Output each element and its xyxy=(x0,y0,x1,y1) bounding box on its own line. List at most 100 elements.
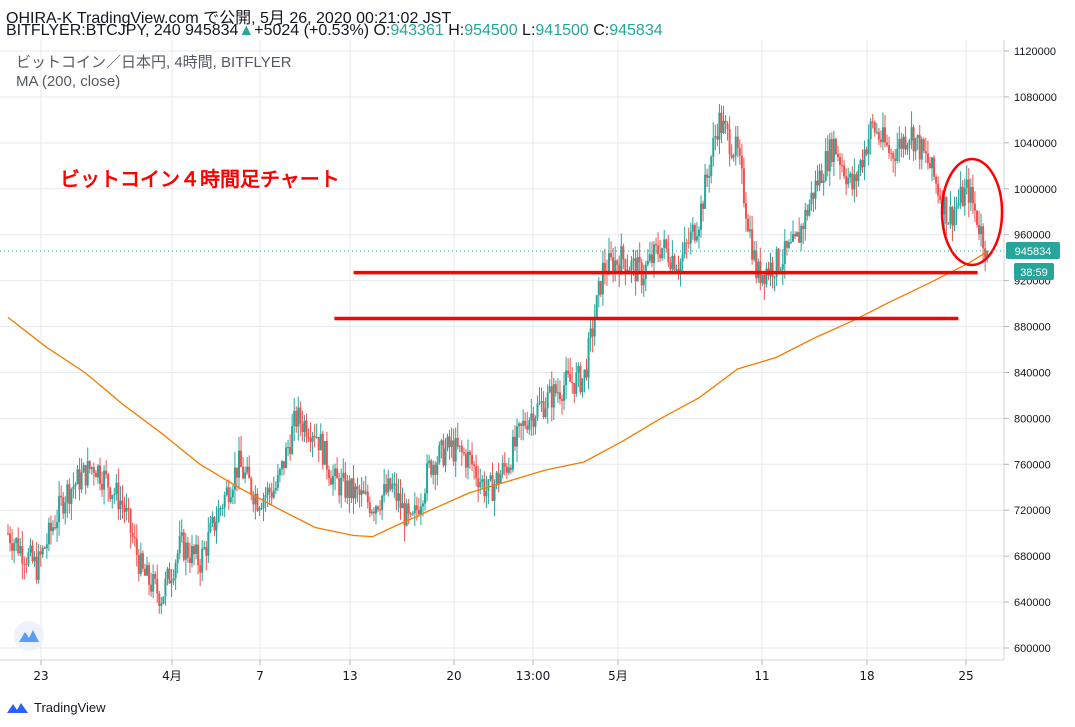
tradingview-logo[interactable]: TradingView xyxy=(6,700,106,715)
candle-body xyxy=(973,203,976,211)
candle-body xyxy=(442,440,445,466)
candle-body xyxy=(268,487,271,493)
candle-body xyxy=(415,505,418,510)
candle-body xyxy=(184,542,187,560)
candle-body xyxy=(197,544,200,566)
candle-body xyxy=(939,195,942,200)
candle-body xyxy=(176,553,179,564)
candle-body xyxy=(869,121,872,140)
candle-body xyxy=(681,254,684,262)
tradingview-watermark-icon[interactable] xyxy=(14,621,44,651)
candle-body xyxy=(366,491,369,503)
candle-body xyxy=(389,478,392,490)
candle-body xyxy=(873,122,876,133)
candle-body xyxy=(409,513,412,515)
candle-body xyxy=(814,180,817,199)
legend-ma: MA (200, close) xyxy=(16,73,120,90)
candle-body xyxy=(338,478,341,496)
candle-body xyxy=(133,536,136,539)
candle-body xyxy=(383,484,386,496)
candle-body xyxy=(321,433,324,465)
y-tick-label: 640000 xyxy=(1014,597,1051,609)
candle-body xyxy=(642,278,645,286)
candle-body xyxy=(47,522,50,545)
candle-body xyxy=(491,475,494,501)
candle-body xyxy=(240,450,243,467)
candle-body xyxy=(454,437,457,462)
candle-body xyxy=(221,507,224,509)
candle-body xyxy=(816,180,819,186)
candle-body xyxy=(839,157,842,166)
candle-body xyxy=(139,553,142,574)
candle-body xyxy=(295,410,298,427)
candle-body xyxy=(372,511,375,514)
candle-body xyxy=(847,177,850,185)
candle-body xyxy=(781,263,784,270)
y-tick-label: 680000 xyxy=(1014,551,1051,563)
candle-body xyxy=(244,472,247,479)
candle-body xyxy=(250,478,253,495)
y-tick-label: 760000 xyxy=(1014,459,1051,471)
candle-body xyxy=(354,486,357,499)
candle-body xyxy=(207,531,210,556)
y-tick-label: 600000 xyxy=(1014,643,1051,655)
candle-body xyxy=(565,370,568,386)
candle-body xyxy=(945,196,948,224)
candle-body xyxy=(603,262,606,273)
candle-body xyxy=(632,258,635,261)
candle-body xyxy=(532,413,535,427)
candle-body xyxy=(704,174,707,209)
candle-body xyxy=(432,464,435,475)
candle-body xyxy=(965,179,968,188)
high-value: 954500 xyxy=(464,22,518,39)
candle-body xyxy=(618,264,621,275)
candle-body xyxy=(399,493,402,509)
candle-body xyxy=(789,241,792,243)
candle-body xyxy=(724,120,727,124)
candle-body xyxy=(332,475,335,485)
candle-body xyxy=(757,261,760,279)
candle-body xyxy=(716,136,719,140)
candle-body xyxy=(855,174,858,182)
candle-body xyxy=(931,157,934,169)
candle-body xyxy=(982,226,985,249)
candle-body xyxy=(908,140,911,146)
candle-body xyxy=(329,478,332,485)
candle-body xyxy=(70,489,73,505)
candle-body xyxy=(499,474,502,484)
candle-body xyxy=(614,260,617,274)
tradingview-logo-icon xyxy=(7,702,28,713)
candle-body xyxy=(456,437,459,447)
candle-body xyxy=(49,522,52,532)
candle-body xyxy=(753,250,756,260)
y-tick-label: 960000 xyxy=(1014,230,1051,242)
candle-body xyxy=(697,229,700,237)
candle-body xyxy=(663,239,666,248)
candle-body xyxy=(608,253,611,275)
candle-body xyxy=(914,138,917,152)
candle-body xyxy=(103,470,106,490)
candle-body xyxy=(828,139,831,172)
candle-body xyxy=(19,546,22,554)
candle-body xyxy=(289,446,292,454)
candle-body xyxy=(894,158,897,161)
candle-body xyxy=(129,509,132,534)
candle-body xyxy=(520,423,523,426)
candlestick-chart[interactable]: 600000 640000 680000 720000 760000 800000 8400… xyxy=(0,40,1075,700)
close-label: C: xyxy=(588,22,610,39)
open-value: 943361 xyxy=(390,22,444,39)
candle-body xyxy=(92,467,95,473)
candle-body xyxy=(636,256,639,282)
candle-body xyxy=(933,157,936,177)
candle-body xyxy=(569,373,572,383)
candle-body xyxy=(256,493,259,511)
candle-body xyxy=(39,551,42,555)
candle-body xyxy=(922,139,925,152)
candle-body xyxy=(579,366,582,393)
candle-body xyxy=(610,253,613,258)
candle-body xyxy=(462,452,465,454)
candle-body xyxy=(902,136,905,149)
y-tick-label: 1080000 xyxy=(1014,92,1057,104)
candle-body xyxy=(620,246,623,275)
candle-body xyxy=(76,469,79,485)
